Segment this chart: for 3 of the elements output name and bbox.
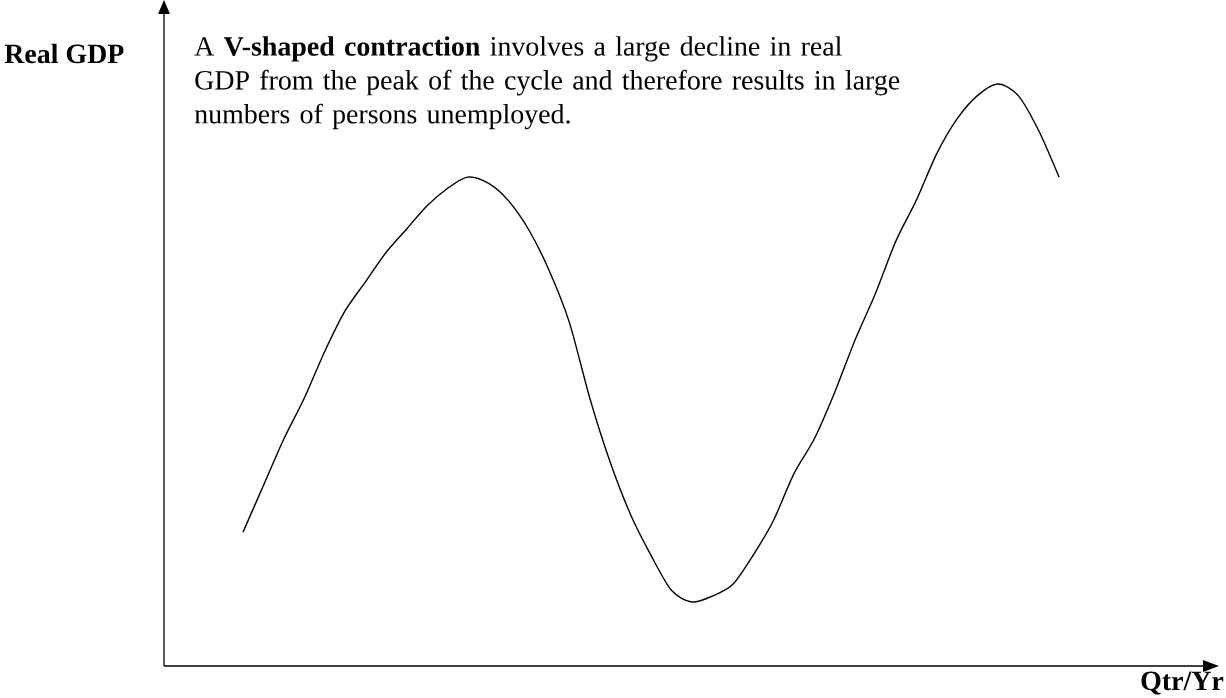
annotation: A V-shaped contraction involves a large decline in real GDP from the peak of the cycle and therefore results in large numbers of persons unemployed.	[194, 36, 900, 130]
x-axis-title: Qtr/Yr	[1141, 671, 1224, 695]
y-axis-title: Real GDP	[4, 43, 124, 64]
